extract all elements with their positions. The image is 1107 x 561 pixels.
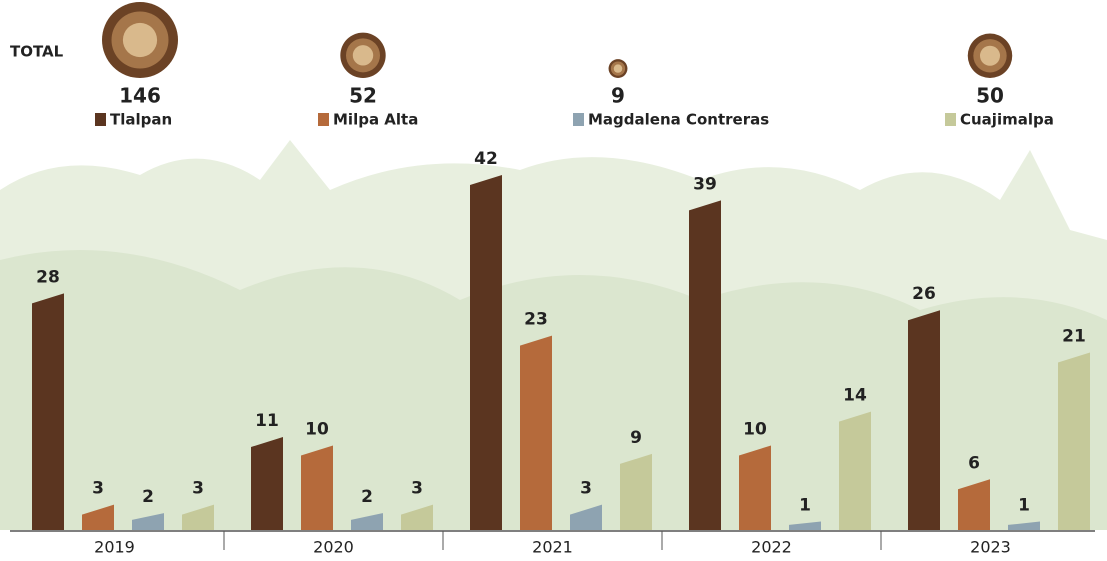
trunk-bar [1058,353,1090,531]
trunk-bar [839,412,871,530]
value-label: 1 [1018,496,1030,516]
value-label: 14 [843,386,867,406]
trunk-bar [908,310,940,530]
x-tick-label: 2022 [751,538,792,557]
value-label: 21 [1062,327,1086,347]
value-label: 11 [255,411,279,431]
trunk-bar [620,454,652,530]
value-label: 28 [36,267,60,287]
value-label: 3 [411,479,423,499]
trunk-bar [470,175,502,530]
total-ring-core [614,64,622,72]
value-label: 3 [580,479,592,499]
legend-swatch [945,113,956,126]
value-label: 10 [743,419,767,439]
legend-label: Magdalena Contreras [588,111,769,129]
x-tick-label: 2023 [970,538,1011,557]
value-label: 9 [630,428,642,448]
total-value: 9 [611,84,625,108]
total-value: 50 [976,84,1004,108]
legend-label: Milpa Alta [333,111,418,129]
value-label: 1 [799,496,811,516]
legend-label: Cuajimalpa [960,111,1054,129]
value-label: 6 [968,453,980,473]
legend-label: Tlalpan [110,111,172,129]
x-tick-label: 2021 [532,538,573,557]
value-label: 26 [912,284,936,304]
value-label: 39 [693,174,717,194]
total-ring-core [123,23,157,57]
trunk-bar [739,445,771,530]
trunk-bar [689,200,721,530]
value-label: 2 [142,487,154,507]
value-label: 10 [305,419,329,439]
trunk-bar [520,336,552,530]
total-ring-core [353,45,373,65]
trunk-bar [32,293,64,530]
x-tick-label: 2020 [313,538,354,557]
value-label: 3 [192,479,204,499]
trunk-bar [301,445,333,530]
trunk-bar [251,437,283,530]
value-label: 23 [524,310,548,330]
value-label: 3 [92,479,104,499]
total-ring-core [980,46,1000,66]
value-label: 2 [361,487,373,507]
total-label: TOTAL [10,43,64,61]
total-value: 146 [119,84,161,108]
forest-background [0,140,1107,530]
value-label: 42 [474,149,498,169]
x-tick-label: 2019 [94,538,135,557]
chart: TOTAL 2019283232020111023202142233920223… [0,0,1107,561]
legend-swatch [95,113,106,126]
legend-swatch [573,113,584,126]
legend-swatch [318,113,329,126]
total-value: 52 [349,84,377,108]
